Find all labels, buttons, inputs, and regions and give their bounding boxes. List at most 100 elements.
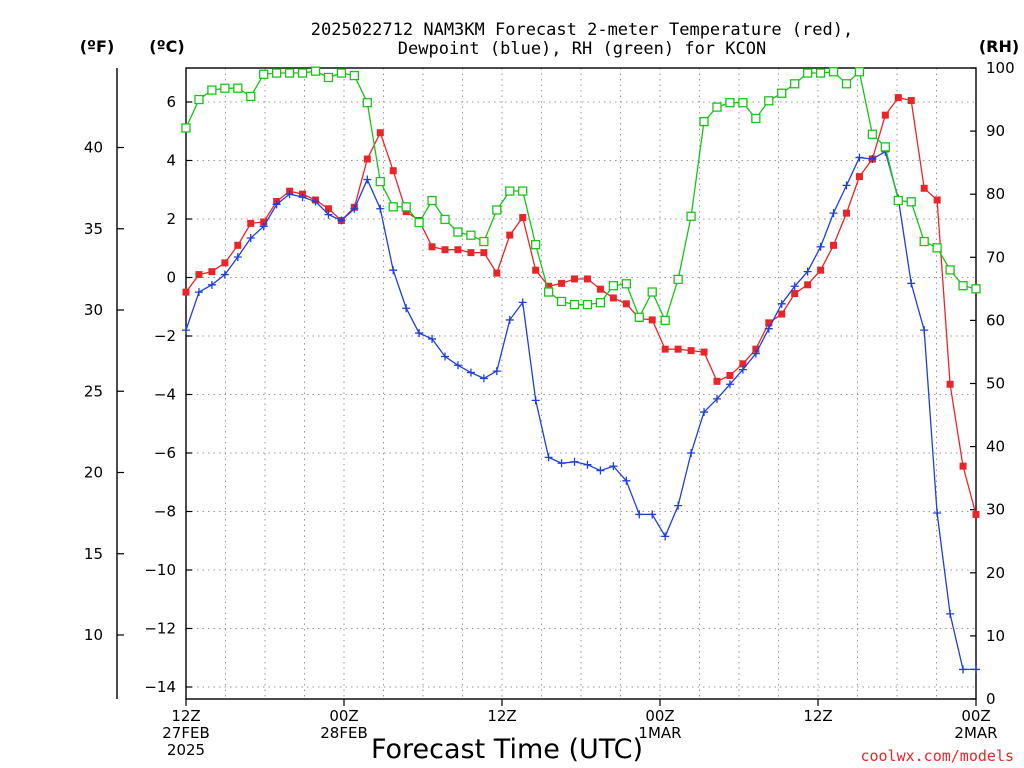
rh-point [790, 79, 800, 89]
rh-point [427, 195, 437, 206]
chart-title-line-2: Dewpoint (blue), RH (green) for KCON [398, 39, 766, 59]
dewpoint-point [428, 334, 437, 343]
rh-point [582, 299, 593, 310]
rh-point [712, 102, 722, 112]
celsius-unit-label: (ºC) [149, 37, 184, 56]
dewpoint-point [648, 510, 657, 519]
temperature-point [907, 97, 915, 105]
rh-tick-label: 30 [986, 501, 1005, 519]
rh-point [919, 236, 929, 247]
temperature-point [791, 290, 799, 298]
dewpoint-point [959, 665, 968, 674]
fahrenheit-tick-label: 40 [84, 139, 103, 157]
rh-point [945, 265, 955, 275]
temperature-point [648, 316, 656, 324]
temperature-point [674, 345, 682, 353]
dewpoint-point [531, 396, 540, 405]
rh-tick-label: 0 [986, 690, 996, 708]
dewpoint-point [415, 329, 424, 338]
rh-point [505, 186, 515, 196]
temperature-point [221, 259, 229, 267]
temperature-point [376, 129, 384, 137]
temperature-point [920, 184, 928, 192]
dewpoint-point [738, 365, 747, 374]
rh-point [595, 298, 606, 308]
temperature-point [881, 111, 889, 119]
temperature-point [260, 218, 268, 226]
rh-point [349, 70, 360, 81]
rh-point [686, 211, 696, 221]
x-tick-label: 28FEB [320, 724, 367, 742]
dewpoint-point [635, 510, 644, 519]
x-tick-label: 27FEB [162, 724, 209, 742]
rh-point [323, 72, 334, 83]
temperature-point [752, 345, 760, 353]
data-series [181, 66, 981, 674]
fahrenheit-unit-label: (ºF) [80, 37, 115, 56]
dewpoint-point [505, 315, 514, 324]
rh-point [556, 296, 567, 307]
rh-tick-label: 60 [986, 311, 1005, 329]
rh-point [310, 66, 321, 76]
rh-point [479, 236, 489, 247]
celsius-tick-label: −6 [154, 444, 176, 462]
dewpoint-point [764, 324, 773, 333]
rh-point [336, 68, 347, 78]
dewpoint-point [687, 449, 696, 457]
rh-point [414, 217, 424, 228]
temperature-point [830, 241, 838, 249]
rh-point [867, 129, 878, 139]
rh-point [608, 281, 619, 291]
dewpoint-point [376, 204, 385, 213]
celsius-tick-label: −10 [144, 561, 176, 579]
temperature-point [726, 371, 734, 379]
rh-point [259, 69, 269, 79]
dewpoint-point [803, 267, 812, 276]
dewpoint-point [596, 466, 605, 475]
temperature-point [959, 462, 967, 470]
temperature-point [855, 173, 863, 181]
temperature-point [894, 94, 902, 102]
temperature-point [661, 345, 669, 353]
site-credit: coolwx.com/models [860, 747, 1014, 765]
dewpoint-point [557, 459, 566, 468]
dewpoint-point [777, 299, 786, 308]
temperature-point [402, 208, 410, 216]
dewpoint-point [194, 288, 203, 297]
dewpoint-point [842, 181, 851, 190]
dewpoint-point [518, 298, 527, 307]
celsius-tick-label: −14 [144, 678, 176, 696]
dewpoint-point [829, 209, 838, 218]
dewpoint-point [920, 326, 929, 335]
rh-point [181, 123, 191, 133]
dewpoint-point [272, 200, 281, 209]
rh-point [958, 281, 968, 291]
temperature-point [571, 275, 579, 283]
dewpoint-point [622, 476, 631, 485]
rh-point [194, 94, 204, 105]
rh-point [518, 186, 528, 196]
rh-point [220, 83, 230, 93]
dewpoint-point [182, 326, 190, 335]
rh-tick-label: 100 [986, 59, 1015, 77]
rh-point [634, 312, 644, 322]
rh-unit-label: (RH) [979, 37, 1019, 56]
celsius-tick-label: 0 [166, 269, 176, 287]
temperature-point [804, 281, 812, 289]
temperature-point [480, 249, 488, 257]
rh-point [569, 299, 580, 310]
rh-point [777, 88, 787, 98]
celsius-tick-label: 2 [166, 210, 176, 228]
rh-point [388, 202, 398, 212]
dewpoint-point [609, 462, 618, 471]
rh-tick-label: 50 [986, 375, 1005, 393]
temperature-point [700, 348, 708, 356]
dewpoint-line [185, 150, 976, 671]
rh-point [621, 279, 631, 289]
rh-point [815, 68, 826, 78]
dewpoint-point [972, 665, 980, 674]
temperature-point [234, 241, 242, 249]
dewpoint-point [712, 394, 721, 403]
dewpoint-point [583, 460, 592, 469]
dewpoint-point [233, 253, 242, 262]
